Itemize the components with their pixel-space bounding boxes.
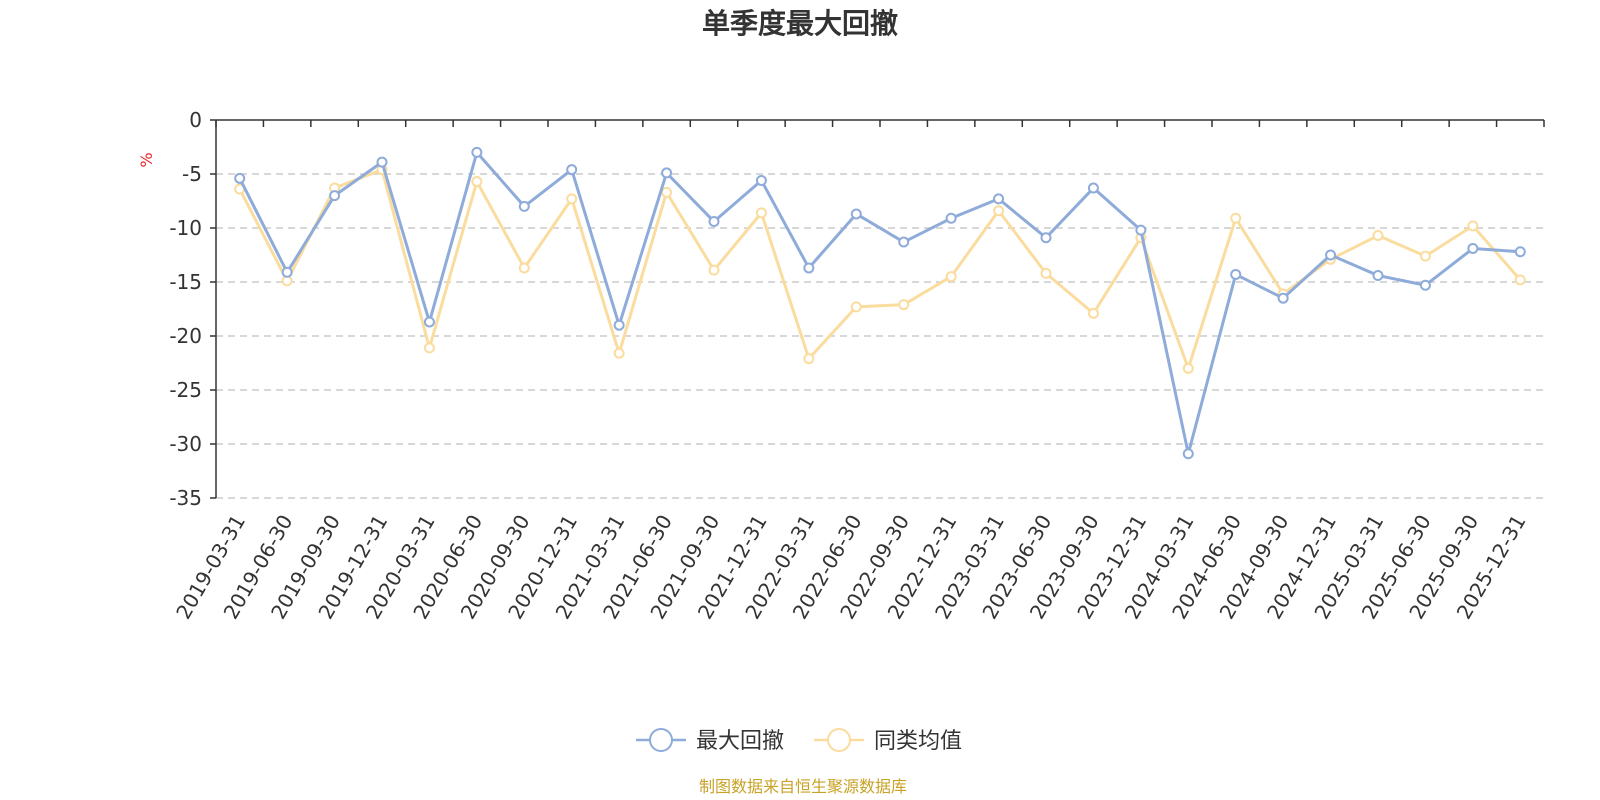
data-point-0-2[interactable] bbox=[329, 190, 341, 202]
data-point-1-7[interactable] bbox=[566, 193, 578, 205]
data-point-0-15[interactable] bbox=[945, 212, 957, 224]
data-point-0-6[interactable] bbox=[518, 200, 530, 212]
data-point-1-14[interactable] bbox=[898, 299, 910, 311]
y-tick-label-0: 0 bbox=[189, 108, 202, 132]
legend-label-peer-average: 同类均值 bbox=[874, 729, 962, 754]
data-point-0-22[interactable] bbox=[1277, 292, 1289, 304]
data-point-1-8[interactable] bbox=[613, 347, 625, 359]
data-point-0-18[interactable] bbox=[1087, 182, 1099, 194]
data-point-1-12[interactable] bbox=[803, 353, 815, 365]
y-axis-unit-label: % bbox=[137, 152, 156, 167]
series-1 bbox=[234, 164, 1526, 374]
data-point-0-17[interactable] bbox=[1040, 232, 1052, 244]
legend-label-max-drawdown: 最大回撤 bbox=[696, 729, 784, 754]
data-point-1-24[interactable] bbox=[1372, 230, 1384, 242]
data-point-0-7[interactable] bbox=[566, 164, 578, 176]
data-point-1-20[interactable] bbox=[1182, 362, 1194, 374]
data-point-1-27[interactable] bbox=[1514, 274, 1526, 286]
y-tick-label-7: -35 bbox=[169, 486, 202, 510]
legend-item-max-drawdown[interactable]: 最大回撤 bbox=[636, 728, 784, 754]
data-point-0-4[interactable] bbox=[423, 316, 435, 328]
data-point-1-17[interactable] bbox=[1040, 267, 1052, 279]
series-line-0 bbox=[238, 150, 1522, 456]
x-axis: 2019-03-312019-06-302019-09-302019-12-31… bbox=[171, 119, 1545, 623]
data-point-1-5[interactable] bbox=[471, 176, 483, 188]
y-tick-label-2: -10 bbox=[169, 216, 202, 240]
data-point-0-23[interactable] bbox=[1325, 249, 1337, 261]
data-source-note: 制图数据来自恒生聚源数据库 bbox=[699, 777, 907, 796]
series-line-1 bbox=[238, 168, 1522, 370]
data-point-1-10[interactable] bbox=[708, 264, 720, 276]
data-point-0-11[interactable] bbox=[755, 174, 767, 186]
data-point-0-8[interactable] bbox=[613, 319, 625, 331]
legend-swatch-marker-peer-average bbox=[827, 728, 851, 752]
data-point-1-26[interactable] bbox=[1467, 220, 1479, 232]
data-point-1-25[interactable] bbox=[1419, 250, 1431, 262]
data-point-0-16[interactable] bbox=[993, 193, 1005, 205]
grid-lines bbox=[216, 173, 1544, 499]
data-point-0-24[interactable] bbox=[1372, 270, 1384, 282]
data-point-1-13[interactable] bbox=[850, 301, 862, 313]
data-point-0-21[interactable] bbox=[1230, 268, 1242, 280]
data-point-0-25[interactable] bbox=[1419, 279, 1431, 291]
data-point-0-10[interactable] bbox=[708, 216, 720, 228]
y-axis: 0 -5 -10 -15 -20 -25 -30 -35 bbox=[169, 108, 217, 510]
chart-title: 单季度最大回撤 bbox=[702, 7, 898, 40]
data-point-0-20[interactable] bbox=[1182, 448, 1194, 460]
legend-swatch-marker-max-drawdown bbox=[649, 728, 673, 752]
data-point-0-5[interactable] bbox=[471, 146, 483, 158]
data-point-0-0[interactable] bbox=[234, 172, 246, 184]
y-tick-label-3: -15 bbox=[169, 270, 202, 294]
series-layer bbox=[234, 146, 1526, 460]
data-point-0-14[interactable] bbox=[898, 236, 910, 248]
data-point-1-16[interactable] bbox=[993, 205, 1005, 217]
series-0 bbox=[234, 146, 1526, 460]
y-tick-label-6: -30 bbox=[169, 432, 202, 456]
legend-item-peer-average[interactable]: 同类均值 bbox=[814, 728, 962, 754]
data-point-1-21[interactable] bbox=[1230, 212, 1242, 224]
data-point-0-26[interactable] bbox=[1467, 243, 1479, 255]
data-point-0-9[interactable] bbox=[661, 167, 673, 179]
data-point-0-12[interactable] bbox=[803, 262, 815, 274]
data-point-1-15[interactable] bbox=[945, 271, 957, 283]
data-point-0-1[interactable] bbox=[281, 266, 293, 278]
data-point-1-4[interactable] bbox=[423, 342, 435, 354]
data-point-0-27[interactable] bbox=[1514, 246, 1526, 258]
y-tick-label-4: -20 bbox=[169, 324, 202, 348]
data-point-1-18[interactable] bbox=[1087, 307, 1099, 319]
data-point-0-13[interactable] bbox=[850, 208, 862, 220]
y-tick-label-1: -5 bbox=[182, 162, 202, 186]
data-point-0-19[interactable] bbox=[1135, 224, 1147, 236]
y-tick-label-5: -25 bbox=[169, 378, 202, 402]
legend: 最大回撤 同类均值 bbox=[636, 728, 962, 754]
data-point-0-3[interactable] bbox=[376, 156, 388, 168]
data-point-1-6[interactable] bbox=[518, 262, 530, 274]
data-point-1-11[interactable] bbox=[755, 207, 767, 219]
data-point-1-9[interactable] bbox=[661, 186, 673, 198]
